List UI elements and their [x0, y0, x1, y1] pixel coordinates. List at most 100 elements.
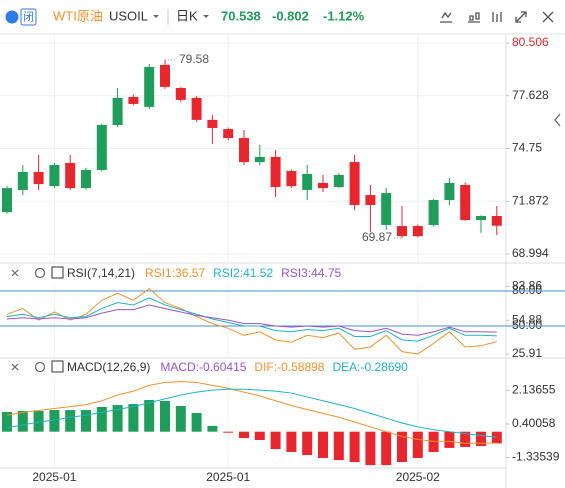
- histogram-bar: [333, 431, 344, 461]
- price: 70.538: [221, 8, 261, 23]
- legend-entry: MACD:-0.60415: [160, 360, 246, 374]
- hide-icon[interactable]: [11, 363, 19, 371]
- histogram-bar: [270, 431, 281, 450]
- histogram-bar: [302, 431, 313, 456]
- histogram-bar: [144, 400, 155, 432]
- instrument-name: WTI原油: [53, 8, 103, 23]
- line: [6, 287, 497, 355]
- checkbox[interactable]: [51, 360, 64, 373]
- candle-body: [349, 162, 360, 205]
- y-tick-label: 74.75: [512, 141, 542, 155]
- histogram-bar: [412, 431, 423, 458]
- candle-body: [444, 182, 455, 201]
- histogram-bar: [349, 431, 360, 463]
- candle-body: [207, 119, 218, 128]
- histogram-bar: [318, 431, 328, 458]
- hide-icon[interactable]: [11, 269, 19, 277]
- x-tick-label: 2025-02: [396, 470, 440, 484]
- low-annotation: 69.87: [362, 230, 392, 244]
- line: [6, 380, 497, 444]
- candle-body: [239, 138, 249, 163]
- y-tick-label: 2.13655: [512, 383, 556, 397]
- histogram-bar: [175, 406, 186, 432]
- legend-entry: RSI1:36.57: [145, 266, 205, 280]
- histogram-bar: [476, 431, 486, 446]
- line: [6, 304, 497, 336]
- y-tick-label: 25.91: [512, 346, 542, 360]
- candle-body: [254, 156, 265, 163]
- candle-body: [381, 193, 392, 225]
- panel-title: MACD(12,26,9): [67, 360, 150, 374]
- candle-body: [2, 188, 12, 213]
- y-tick-label: 80.00: [512, 283, 542, 297]
- candle-body: [460, 184, 471, 221]
- y-tick-label: 68.994: [512, 246, 549, 260]
- candle-body: [33, 171, 44, 185]
- line: [6, 297, 497, 342]
- candle-body: [49, 165, 60, 187]
- histogram-bar: [81, 410, 91, 432]
- histogram-bar: [112, 405, 123, 432]
- y-tick-label: 83.86: [512, 279, 542, 293]
- symbol-icon: [5, 10, 19, 24]
- close-icon[interactable]: [542, 11, 554, 23]
- badge: 闭: [23, 10, 34, 23]
- candle-body: [491, 215, 502, 226]
- change: -0.802: [272, 8, 309, 23]
- x-tick-label: 2025-01: [32, 470, 76, 484]
- candle-body: [160, 64, 170, 87]
- panel-title: RSI(7,14,21): [67, 266, 135, 280]
- candle-body: [270, 156, 281, 188]
- candle-icon[interactable]: [492, 12, 502, 22]
- period[interactable]: 日K: [176, 8, 198, 23]
- candle-body: [128, 96, 139, 104]
- candle-body: [428, 200, 439, 225]
- legend-entry: RSI3:44.75: [281, 266, 341, 280]
- y-tick-label: 77.628: [512, 88, 549, 102]
- indicator-icon[interactable]: [468, 12, 480, 23]
- histogram-bar: [223, 431, 234, 433]
- symbol[interactable]: USOIL: [109, 8, 148, 23]
- badge-box: [20, 8, 37, 26]
- candle-body: [96, 125, 107, 170]
- candle-body: [112, 97, 123, 126]
- histogram-bar: [160, 400, 170, 432]
- candle-body: [365, 195, 376, 205]
- histogram-bar: [491, 431, 502, 444]
- histogram-bar: [49, 410, 60, 432]
- checkbox[interactable]: [51, 266, 64, 279]
- high-annotation: 79.58: [179, 52, 209, 66]
- candle-body: [286, 171, 297, 187]
- candle-body: [333, 174, 344, 188]
- candle-body: [223, 129, 234, 139]
- y-tick-label: -1.33539: [512, 450, 560, 464]
- y-tick-label: 80.506: [512, 35, 549, 49]
- histogram-bar: [397, 431, 407, 463]
- histogram-bar: [17, 411, 28, 432]
- histogram-bar: [96, 406, 107, 432]
- y-tick-label: 71.872: [512, 193, 549, 207]
- histogram-bar: [365, 431, 376, 466]
- expand-icon[interactable]: [515, 11, 527, 23]
- histogram-bar: [128, 404, 139, 432]
- dropdown-arrow[interactable]: [203, 15, 209, 18]
- histogram-bar: [207, 425, 218, 432]
- histogram-bar: [239, 431, 249, 439]
- legend-entry: DIF:-0.58898: [254, 360, 324, 374]
- histogram-bar: [254, 431, 265, 440]
- histogram-bar: [460, 431, 471, 447]
- candle-body: [191, 97, 202, 120]
- histogram-bar: [33, 411, 44, 432]
- histogram-bar: [65, 410, 76, 432]
- settings-icon[interactable]: [34, 361, 46, 373]
- settings-icon[interactable]: [34, 267, 46, 279]
- draw-tool-icon[interactable]: [440, 11, 452, 23]
- x-tick-label: 2025-01: [206, 470, 250, 484]
- collapse-arrow[interactable]: [554, 113, 561, 127]
- histogram-bar: [2, 411, 12, 432]
- dropdown-arrow[interactable]: [153, 15, 159, 18]
- y-tick-label: 54.88: [512, 312, 542, 326]
- candle-body: [65, 162, 76, 189]
